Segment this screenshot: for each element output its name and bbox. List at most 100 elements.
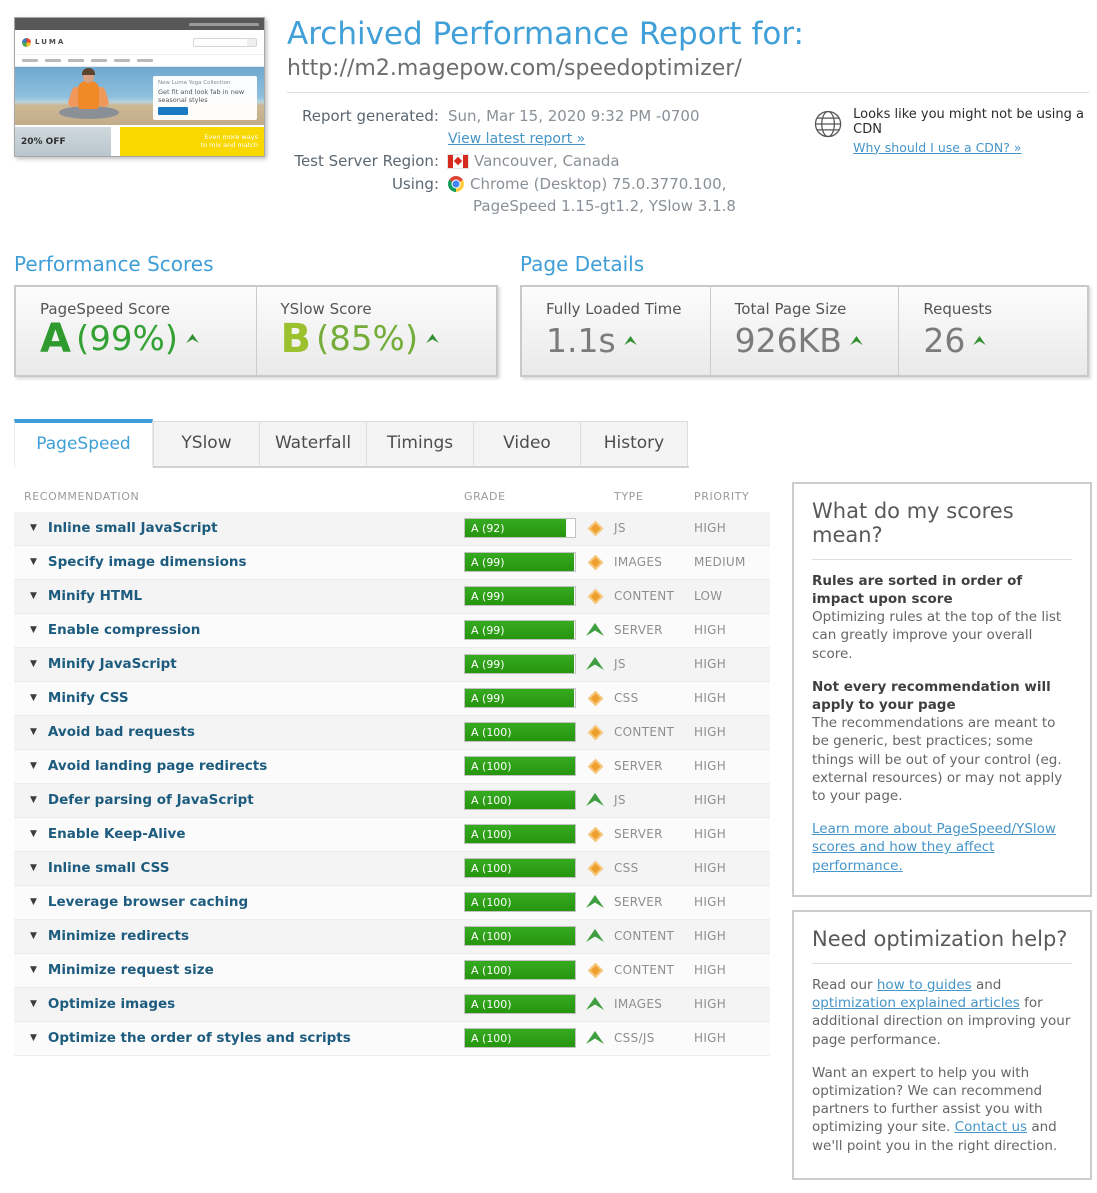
grade-cell: A (99) bbox=[464, 688, 614, 709]
grade-cell: A (100) bbox=[464, 790, 614, 811]
diamond-icon bbox=[587, 962, 603, 978]
thumb-topbar bbox=[15, 18, 264, 30]
type-cell: JS bbox=[614, 793, 626, 808]
cdn-notice-text: Looks like you might not be using a CDN bbox=[853, 106, 1084, 137]
priority-cell: HIGH bbox=[694, 1031, 727, 1046]
priority-cell: LOW bbox=[694, 589, 723, 604]
expand-triangle-icon[interactable]: ▼ bbox=[30, 795, 37, 806]
recommendation-link[interactable]: Minify CSS bbox=[47, 690, 129, 707]
recommendation-link[interactable]: Avoid landing page redirects bbox=[47, 758, 268, 775]
recommendation-link[interactable]: Minify JavaScript bbox=[47, 656, 177, 673]
grade-bar-fill bbox=[465, 825, 575, 844]
expand-triangle-icon[interactable]: ▼ bbox=[30, 693, 37, 704]
grade-bar-fill bbox=[465, 553, 574, 572]
tab-timings[interactable]: Timings bbox=[367, 420, 474, 466]
scores-info-box: What do my scores mean? Rules are sorted… bbox=[792, 481, 1092, 897]
expand-triangle-icon[interactable]: ▼ bbox=[30, 965, 37, 976]
grade-bar: A (100) bbox=[464, 960, 576, 981]
tab-pagespeed[interactable]: PageSpeed bbox=[14, 418, 153, 468]
thumb-navbar bbox=[15, 54, 264, 67]
expand-triangle-icon[interactable]: ▼ bbox=[30, 625, 37, 636]
recommendation-link[interactable]: Inline small CSS bbox=[47, 860, 170, 877]
recommendation-link[interactable]: Specify image dimensions bbox=[47, 554, 247, 571]
chevron-up-icon bbox=[586, 894, 604, 908]
recommendation-cell: ▼ Avoid bad requests bbox=[14, 724, 464, 740]
expand-triangle-icon[interactable]: ▼ bbox=[30, 829, 37, 840]
recommendation-link[interactable]: Minimize request size bbox=[47, 962, 214, 979]
recommendation-link[interactable]: Minimize redirects bbox=[47, 928, 190, 945]
detail-expand-caret-icon[interactable] bbox=[850, 335, 863, 345]
grade-status-icon-cell bbox=[576, 825, 614, 844]
grade-bar: A (100) bbox=[464, 858, 576, 879]
grade-cell: A (99) bbox=[464, 586, 614, 607]
type-cell: CONTENT bbox=[614, 963, 675, 978]
how-to-guides-link[interactable]: how to guides bbox=[876, 976, 972, 993]
cdn-why-link[interactable]: Why should I use a CDN? » bbox=[853, 139, 1022, 155]
score-cell: YSlow Score B (85%) bbox=[257, 287, 497, 375]
recommendation-cell: ▼ Enable compression bbox=[14, 622, 464, 638]
tab-waterfall[interactable]: Waterfall bbox=[260, 420, 367, 466]
promo-discount-text: 20% OFF bbox=[21, 136, 66, 147]
diamond-icon bbox=[587, 826, 603, 842]
recommendation-link[interactable]: Defer parsing of JavaScript bbox=[47, 792, 254, 809]
report-url: http://m2.magepow.com/speedoptimizer/ bbox=[287, 55, 742, 81]
score-expand-caret-icon[interactable] bbox=[186, 334, 199, 344]
view-latest-report-link[interactable]: View latest report » bbox=[448, 131, 586, 148]
detail-expand-caret-icon[interactable] bbox=[973, 335, 987, 345]
grade-cell: A (99) bbox=[464, 620, 614, 641]
tab-video[interactable]: Video bbox=[474, 420, 581, 466]
recommendation-link[interactable]: Enable Keep-Alive bbox=[47, 826, 186, 843]
using-value-line1: Chrome (Desktop) 75.0.3770.100, bbox=[470, 174, 727, 193]
table-row: ▼ Defer parsing of JavaScript A (100) JS HIG… bbox=[14, 783, 770, 818]
diamond-icon bbox=[587, 724, 603, 740]
gtmetrix-report-page: LUMA New Luma Yoga Collection Get fit an… bbox=[0, 0, 1097, 1071]
detail-expand-caret-icon[interactable] bbox=[623, 335, 637, 345]
detail-number: 1.1s bbox=[546, 320, 616, 360]
contact-us-link[interactable]: Contact us bbox=[954, 1119, 1028, 1136]
grade-status-icon-cell bbox=[576, 995, 614, 1014]
grade-bar: A (100) bbox=[464, 926, 576, 947]
recommendation-cell: ▼ Minify HTML bbox=[14, 588, 464, 604]
recommendation-link[interactable]: Avoid bad requests bbox=[47, 724, 195, 741]
grade-status-icon-cell bbox=[576, 723, 614, 742]
expand-triangle-icon[interactable]: ▼ bbox=[30, 761, 37, 772]
help-paragraph: Read our how to guides and optimization … bbox=[812, 976, 1071, 1048]
grade-cell: A (99) bbox=[464, 552, 614, 573]
report-meta: Report generated: Sun, Mar 15, 2020 9:32… bbox=[287, 105, 736, 218]
grade-cell: A (100) bbox=[464, 892, 614, 913]
tab-yslow[interactable]: YSlow bbox=[153, 420, 260, 466]
expand-triangle-icon[interactable]: ▼ bbox=[30, 863, 37, 874]
grade-bar-fill bbox=[465, 757, 575, 776]
expand-triangle-icon[interactable]: ▼ bbox=[30, 727, 37, 738]
recommendation-link[interactable]: Inline small JavaScript bbox=[47, 520, 218, 537]
recommendation-link[interactable]: Optimize images bbox=[47, 996, 176, 1013]
grade-status-icon-cell bbox=[576, 1029, 614, 1048]
expand-triangle-icon[interactable]: ▼ bbox=[30, 931, 37, 942]
hero-heading: Get fit and look fab in new seasonal sty… bbox=[158, 88, 245, 105]
recommendation-link[interactable]: Optimize the order of styles and scripts bbox=[47, 1030, 351, 1047]
expand-triangle-icon[interactable]: ▼ bbox=[30, 523, 37, 534]
learn-more-link[interactable]: Learn more about PageSpeed/YSlow scores … bbox=[812, 821, 1056, 874]
expand-triangle-icon[interactable]: ▼ bbox=[30, 591, 37, 602]
expand-triangle-icon[interactable]: ▼ bbox=[30, 999, 37, 1010]
type-cell: IMAGES bbox=[614, 997, 663, 1012]
promo-yellow-text: Even more ways to mix and match bbox=[200, 132, 259, 149]
grade-bar: A (99) bbox=[464, 586, 576, 607]
detail-value: 926KB bbox=[735, 324, 899, 357]
optimization-explained-articles-link[interactable]: optimization explained articles bbox=[812, 995, 1020, 1012]
recommendation-link[interactable]: Enable compression bbox=[47, 622, 201, 639]
table-row: ▼ Inline small CSS A (100) CSS HIGH bbox=[14, 851, 770, 886]
site-thumbnail[interactable]: LUMA New Luma Yoga Collection Get fit an… bbox=[14, 17, 265, 157]
expand-triangle-icon[interactable]: ▼ bbox=[30, 659, 37, 670]
recommendation-link[interactable]: Leverage browser caching bbox=[47, 894, 249, 911]
expand-triangle-icon[interactable]: ▼ bbox=[30, 557, 37, 568]
priority-cell: HIGH bbox=[694, 861, 727, 876]
recommendation-link[interactable]: Minify HTML bbox=[47, 588, 143, 605]
tab-history[interactable]: History bbox=[581, 420, 688, 466]
expand-triangle-icon[interactable]: ▼ bbox=[30, 1033, 37, 1044]
type-cell: IMAGES bbox=[614, 555, 663, 570]
recommendation-cell: ▼ Minify CSS bbox=[14, 690, 464, 706]
score-expand-caret-icon[interactable] bbox=[426, 334, 439, 344]
recommendation-cell: ▼ Defer parsing of JavaScript bbox=[14, 792, 464, 808]
expand-triangle-icon[interactable]: ▼ bbox=[30, 897, 37, 908]
